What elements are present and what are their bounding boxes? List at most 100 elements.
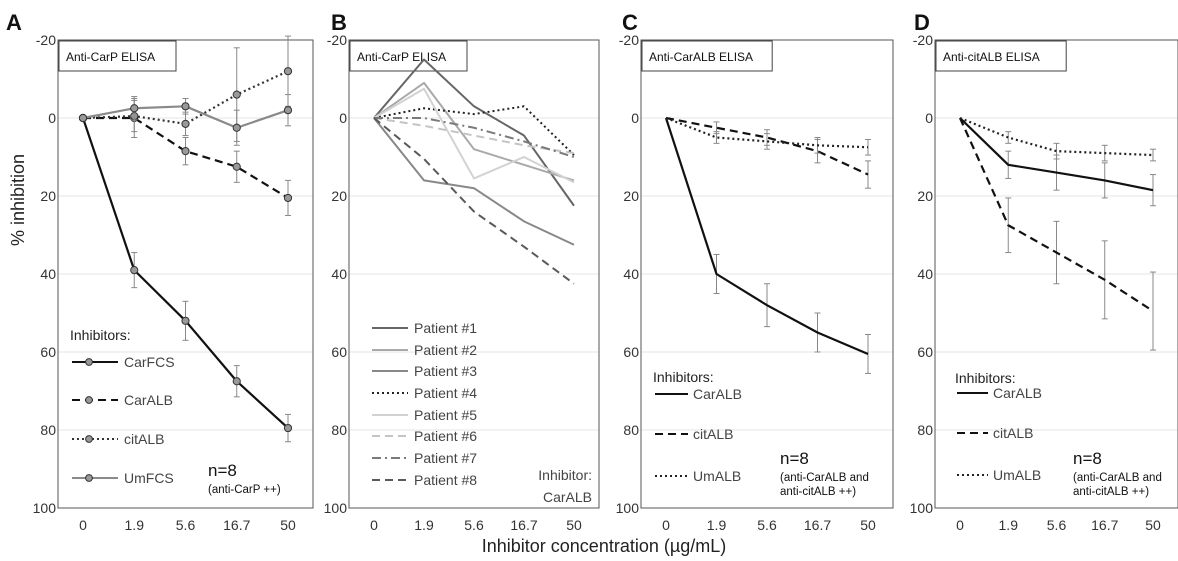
series-line	[82, 70, 289, 125]
panel-d: D Anti-citALB ELISA -20 0 20 40 60 80 100 0 1.9 5.6…	[910, 10, 1178, 533]
x-tick-label: 0	[662, 517, 670, 533]
x-tick-label: 50	[280, 517, 296, 533]
y-tick-label: 60	[331, 344, 347, 360]
panel-title: Anti-citALB ELISA	[943, 50, 1040, 64]
panel-c: C Anti-CarALB ELISA -20 0 20 40 60 80 100 0 1.9 5.6…	[616, 10, 894, 533]
legend-label: UmFCS	[124, 470, 174, 486]
x-tick-label: 5.6	[464, 517, 484, 533]
data-point	[181, 102, 190, 111]
legend-label: Patient #2	[414, 342, 477, 358]
panels: A Anti-CarP ELISA -20 0 20 40 60 80 100 0 1.9 5.6 16…	[6, 10, 1178, 533]
plot-frame	[348, 39, 600, 509]
legend-label: Patient #5	[414, 407, 477, 423]
series-line	[374, 117, 575, 158]
series-line	[373, 87, 575, 184]
sample-note: (anti-CarP ++)	[208, 484, 281, 496]
x-tick-label: 1.9	[125, 517, 145, 533]
legend-title: Inhibitors:	[70, 327, 131, 343]
y-tick-label: 60	[917, 344, 933, 360]
data-point	[232, 377, 241, 386]
x-tick-label: 5.6	[757, 517, 777, 533]
series-patient-7	[374, 117, 575, 158]
x-tick-label: 16.7	[1091, 517, 1118, 533]
data-point	[232, 123, 241, 132]
legend-label: citALB	[124, 431, 164, 447]
series-line	[959, 117, 1154, 192]
y-tick-label: 60	[40, 344, 56, 360]
panel-b: B Anti-CarP ELISA -20 0 20 40 60 80 100 0 1.9 5.6 16…	[324, 10, 600, 533]
legend-label: citALB	[693, 426, 733, 442]
x-tick-label: 50	[1145, 517, 1161, 533]
y-tick-label: 100	[910, 500, 934, 516]
series-line	[664, 117, 869, 355]
legend-label: CarALB	[993, 385, 1042, 401]
panel-title: Anti-CarP ELISA	[66, 50, 155, 64]
legend-label: Patient #8	[414, 472, 477, 488]
series-line	[373, 117, 575, 155]
legend-label: Patient #3	[414, 363, 477, 379]
x-tick-label: 1.9	[707, 517, 727, 533]
data-point	[181, 316, 190, 325]
legend-label: UmALB	[993, 467, 1041, 483]
x-tick-label: 16.7	[804, 517, 831, 533]
y-tick-label: -20	[36, 32, 56, 48]
series-line	[373, 117, 575, 285]
y-tick-label: 60	[623, 344, 639, 360]
legend-label: Patient #1	[414, 320, 477, 336]
y-tick-label: -20	[619, 32, 639, 48]
series-line	[958, 117, 1154, 312]
inhibitor-note: Inhibitor:	[538, 467, 592, 483]
data-point	[78, 113, 88, 123]
y-tick-label: -20	[913, 32, 933, 48]
data-point	[130, 104, 139, 113]
data-point	[283, 193, 293, 203]
panel-title-box	[58, 40, 177, 72]
x-tick-label: 50	[860, 517, 876, 533]
y-tick-label: 80	[331, 422, 347, 438]
x-tick-label: 0	[956, 517, 964, 533]
x-axis-label: Inhibitor concentration (µg/mL)	[482, 536, 727, 556]
x-tick-label: 50	[566, 517, 582, 533]
data-point	[181, 147, 190, 156]
y-tick-label: 0	[48, 110, 56, 126]
y-tick-label: 20	[331, 188, 347, 204]
y-tick-label: 20	[40, 188, 56, 204]
series-patient-2	[373, 81, 575, 182]
series-patient-3	[373, 117, 575, 246]
sample-size: n=8	[208, 461, 237, 480]
panel-title: Anti-CarP ELISA	[357, 50, 446, 64]
legend-marker	[85, 358, 93, 366]
series-umalb	[959, 116, 1156, 162]
y-tick-label: 40	[917, 266, 933, 282]
panel-a: A Anti-CarP ELISA -20 0 20 40 60 80 100 0 1.9 5.6 16…	[6, 10, 314, 533]
legend-title: Inhibitors:	[955, 370, 1016, 386]
y-tick-label: 40	[331, 266, 347, 282]
legend-label: CarALB	[693, 386, 742, 402]
panel-title-box	[641, 40, 773, 72]
series-patient-8	[373, 117, 575, 285]
y-axis-label: % inhibition	[8, 154, 28, 246]
inhibitor-name: CarALB	[543, 489, 592, 505]
sample-note: anti-citALB ++)	[1073, 486, 1149, 498]
data-point	[130, 266, 139, 275]
legend-label: UmALB	[693, 468, 741, 484]
x-tick-label: 16.7	[510, 517, 537, 533]
y-tick-label: 100	[324, 500, 348, 516]
data-point	[283, 106, 293, 115]
x-tick-label: 5.6	[1047, 517, 1067, 533]
y-tick-label: 0	[339, 110, 347, 126]
y-tick-label: 0	[925, 110, 933, 126]
panel-title-box	[935, 40, 1067, 72]
x-tick-label: 1.9	[414, 517, 434, 533]
legend-marker	[85, 396, 93, 404]
x-tick-label: 5.6	[176, 517, 196, 533]
legend-label: Patient #6	[414, 428, 477, 444]
legend-label: Patient #7	[414, 450, 477, 466]
legend-label: citALB	[993, 425, 1033, 441]
y-tick-label: 100	[616, 500, 640, 516]
sample-note: anti-citALB ++)	[780, 486, 856, 498]
series-line	[373, 105, 575, 156]
series-patient-4	[373, 105, 575, 156]
panel-letter: B	[331, 10, 347, 35]
